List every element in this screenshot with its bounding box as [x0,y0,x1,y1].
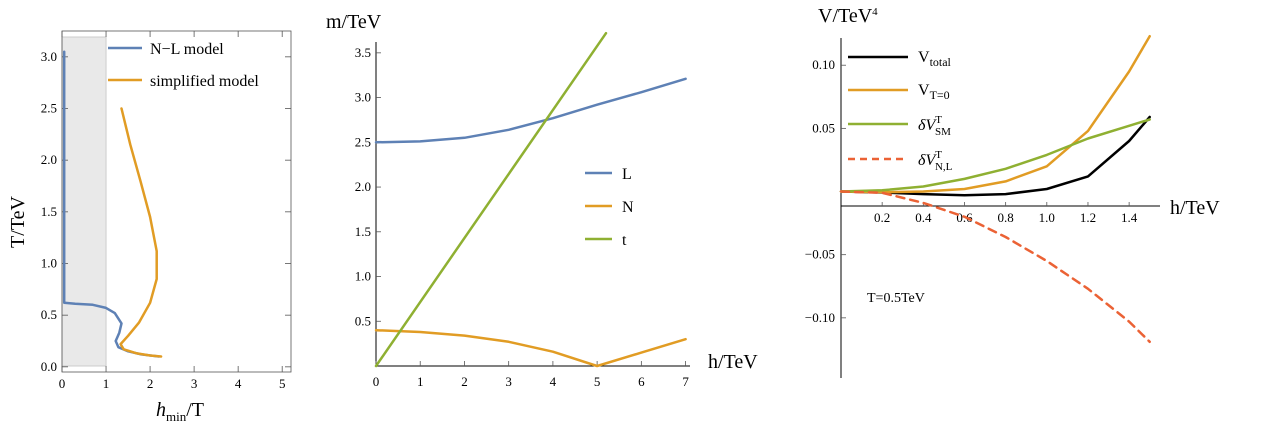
series-group [839,34,1151,344]
y-tick-label: 1.5 [41,204,57,219]
series-line-1 [374,328,687,368]
x-tick-label: 4 [235,376,242,391]
x-tick-label: 0 [59,376,66,391]
legend-label-dvsm: δVT SM [918,114,951,138]
y-tick-label: 3.5 [355,45,371,60]
series-line-2 [839,118,1151,193]
legend-label-dvnl: δVT N,L [918,149,953,173]
y-tick-label: 2.5 [41,101,57,116]
y-axis-label: m/TeV [326,11,382,33]
x-tick-label: 2 [461,374,468,389]
y-tick-label: 2.0 [355,179,371,194]
x-tick-label: 0 [373,374,380,389]
y-tick-label: 1.5 [355,224,371,239]
series-group [62,50,163,358]
x-tick-label: 1.0 [1039,210,1055,225]
series-line-2 [374,31,608,368]
legend-label-vtotal: Vtotal [918,49,952,69]
y-tick-label: 3.0 [41,49,57,64]
legend: Vtotal VT=0 δVT SM δVT N,L [848,49,953,173]
y-tick-label: 1.0 [355,269,371,284]
x-tick-label: 5 [594,374,601,389]
y-tick-label: −0.10 [805,310,835,325]
y-tick-label: 1.0 [41,256,57,271]
x-tick-label: 1.2 [1080,210,1096,225]
y-axis-label: V/TeV4 [818,5,878,27]
legend-label-simplified: simplified model [150,73,259,90]
x-axis-label: h/TeV [708,351,758,373]
legend: N−L model simplified model [108,41,259,90]
x-axis-label: hmin/T [156,399,204,424]
series-line-0 [374,77,687,144]
y-tick-label: 0.0 [41,359,57,374]
legend-label-nl: N−L model [150,41,224,58]
x-tick-label: 7 [682,374,689,389]
legend-label-t: t [622,232,627,249]
x-tick-label: 4 [550,374,557,389]
x-tick-label: 0.2 [874,210,890,225]
y-tick-label: 0.5 [41,307,57,322]
x-tick-label: 2 [147,376,154,391]
y-axis-label: T/TeV [7,195,29,247]
x-tick-label: 1 [103,376,110,391]
shaded-region [61,36,107,367]
x-tick-label: 0.4 [915,210,932,225]
x-tick-label: 3 [505,374,512,389]
series-line-1 [119,107,163,358]
y-tick-label: 2.0 [41,152,57,167]
y-tick-label: 0.5 [355,313,371,328]
x-tick-label: 5 [279,376,286,391]
series-line-3 [839,190,1151,344]
panel-2: 0 1 2 3 4 5 6 7 0.5 1.0 1.5 2.0 2.5 3.0 3.5 L N t m/Te… [326,11,758,389]
tick-group: 0 1 2 3 4 5 6 7 0.5 1.0 1.5 2.0 2.5 3.0 3.5 [355,45,690,389]
series-line-1 [839,34,1151,194]
y-tick-label: 0.05 [812,120,835,135]
plot-frame [61,30,292,373]
y-tick-label: 0.10 [812,57,835,72]
x-tick-label: 1.4 [1121,210,1138,225]
legend-label-vt0: VT=0 [918,82,950,102]
tick-group: 0.2 0.4 0.6 0.8 1.0 1.2 1.40.100.05−0.05−0.10 [805,57,1138,325]
legend-label-L: L [622,166,632,183]
x-tick-label: 3 [191,376,198,391]
temperature-annotation: T=0.5TeV [867,291,925,306]
y-tick-label: 2.5 [355,134,371,149]
legend-label-N: N [622,199,634,216]
panel-1: 0 1 2 3 4 5 0.0 0.5 1.0 1.5 2.0 2.5 3.0 N−L model si… [7,30,292,424]
panel-3: 0.2 0.4 0.6 0.8 1.0 1.2 1.40.100.05−0.05−0.10 … [805,5,1220,378]
x-tick-label: 0.8 [998,210,1014,225]
legend: L N t [585,166,634,249]
y-tick-label: 3.0 [355,90,371,105]
series-group [374,31,687,368]
x-tick-label: 1 [417,374,424,389]
x-tick-label: 6 [638,374,645,389]
y-tick-label: −0.05 [805,247,835,262]
x-axis-label: h/TeV [1170,197,1220,219]
